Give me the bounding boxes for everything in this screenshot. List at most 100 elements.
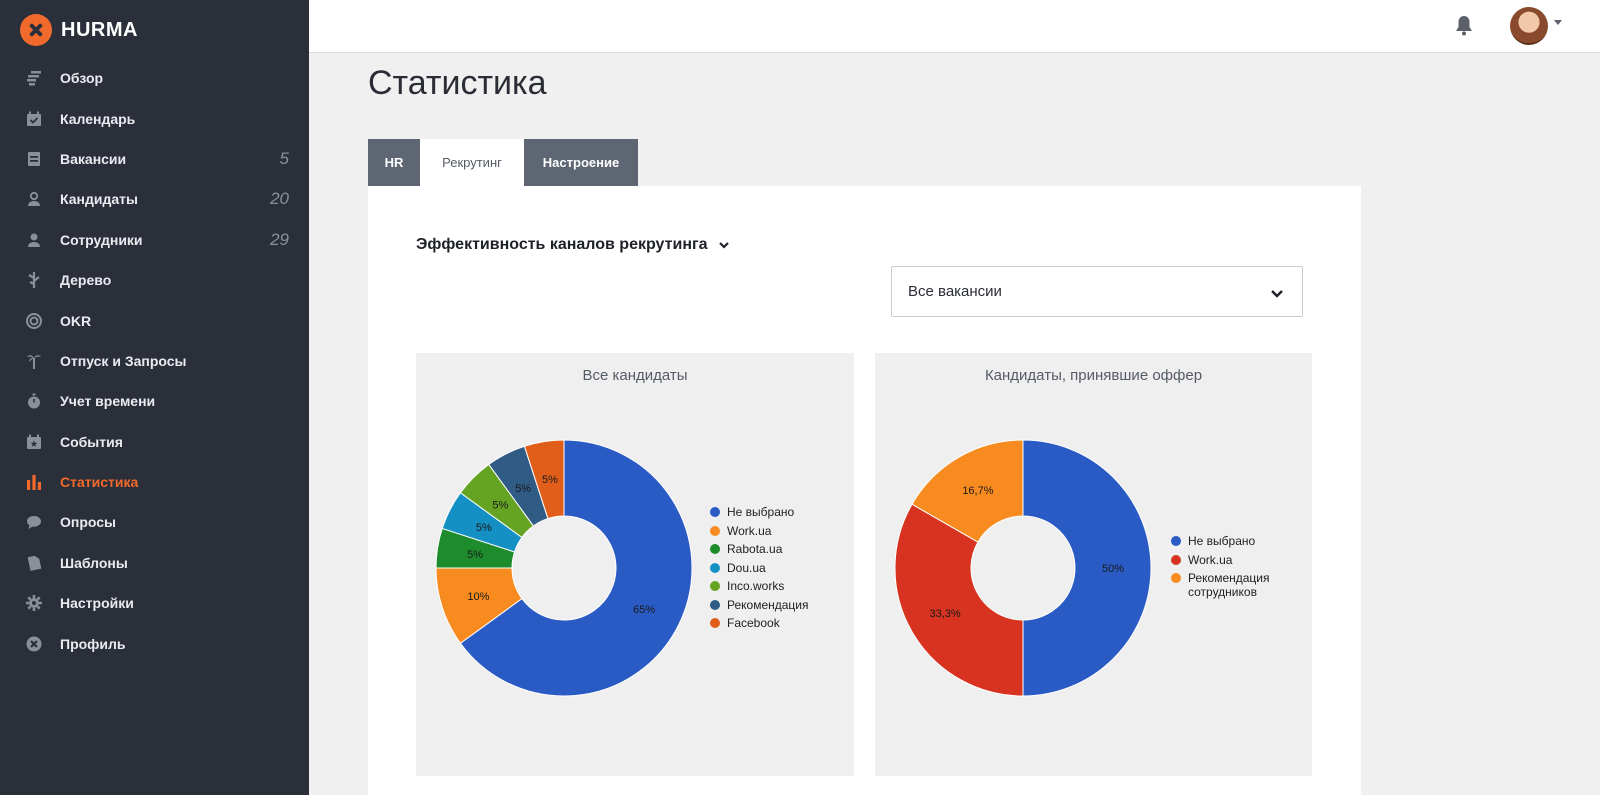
tree-icon [26,272,42,289]
hurma-logo-icon [20,14,52,46]
section-title: Эффективность каналов рекрутинга [416,236,708,253]
sidebar-item-label: События [60,433,123,450]
legend-swatch [710,544,720,554]
tab-recruiting[interactable]: Рекрутинг [420,139,524,186]
legend-label: Rabota.ua [727,542,783,556]
legend-label: Рекомендация [727,597,809,612]
tab-mood[interactable]: Настроение [524,139,638,186]
sidebar-item-vacancies[interactable]: Вакансии 5 [0,139,309,179]
calendar-icon [26,111,42,127]
avatar-dropdown-caret-icon[interactable] [1554,20,1562,25]
sidebar-item-template[interactable]: Шаблоны [0,543,309,583]
sidebar-item-overview[interactable]: Обзор [0,58,309,98]
sidebar-item-label: Шаблоны [60,554,128,571]
sidebar-item-bar-chart[interactable]: Статистика [0,462,309,502]
brand-logo[interactable]: HURMA [20,14,138,46]
legend-label: Не выбрано [727,505,795,519]
profile-icon [26,636,42,652]
donut-slice[interactable] [911,439,1024,543]
legend-item[interactable]: Inco.works [710,579,809,593]
slice-label: 33,3% [930,608,961,620]
legend-label: Work.ua [727,523,772,538]
bar-chart-icon [26,474,42,491]
event-calendar-icon [26,434,42,450]
tab-hr[interactable]: HR [368,139,420,186]
legend-item[interactable]: Facebook [710,616,809,630]
stopwatch-icon [26,393,42,409]
sidebar-item-label: Обзор [60,70,104,87]
legend-label: Inco.works [727,579,785,593]
legend-label: Work.ua [1188,552,1233,567]
sidebar-item-stopwatch[interactable]: Учет времени [0,381,309,421]
sidebar-item-candidates[interactable]: Кандидаты 20 [0,179,309,219]
section-title-dropdown[interactable]: Эффективность каналов рекрутинга [416,236,730,254]
sidebar-item-count: 29 [270,229,289,249]
chart-legend: Не выбрано Work.ua Rabota.ua Dou.ua Inco.wor… [710,505,809,635]
legend-swatch [1171,573,1181,583]
donut-slice[interactable] [523,439,565,520]
bell-icon[interactable] [1454,14,1474,36]
slice-label: 16,7% [962,485,993,497]
slice-label: 65% [633,604,655,616]
vacancies-icon [26,151,42,167]
sidebar-item-label: Учет времени [60,393,156,410]
sidebar-item-count: 5 [279,148,289,168]
legend-item[interactable]: Рекомендация сотрудников [1171,571,1291,599]
chart-title: Кандидаты, принявшие оффер [984,367,1203,384]
user-avatar[interactable] [1510,7,1548,45]
legend-item[interactable]: Рекомендация [710,598,809,612]
sidebar-item-label: Сотрудники [60,231,143,248]
legend-item[interactable]: Rabota.ua [710,542,809,556]
donut-slice[interactable] [894,503,1024,697]
sidebar-item-palm-tree[interactable]: Отпуск и Запросы [0,341,309,381]
legend-item[interactable]: Work.ua [710,524,809,538]
legend-item[interactable]: Dou.ua [710,561,809,575]
slice-label: 50% [1102,563,1124,575]
legend-item[interactable]: Work.ua [1171,553,1291,567]
legend-label: Dou.ua [727,560,766,575]
donut-slice[interactable] [459,439,693,697]
legend-swatch [710,507,720,517]
sidebar-item-label: Вакансии [60,150,127,167]
sidebar-item-tree[interactable]: Дерево [0,260,309,300]
sidebar-item-label: Отпуск и Запросы [60,352,187,369]
sidebar-item-employees[interactable]: Сотрудники 29 [0,220,309,260]
sidebar-item-target[interactable]: OKR [0,300,309,340]
donut-slice[interactable] [1022,439,1152,697]
gear-icon [26,595,42,612]
chart-legend: Не выбрано Work.ua Рекомендация сотруднико… [1171,534,1291,604]
legend-item[interactable]: Не выбрано [1171,534,1291,548]
legend-swatch [710,581,720,591]
sidebar-item-label: Профиль [60,635,126,652]
slice-label: 10% [467,591,489,603]
sidebar-item-label: OKR [60,312,92,329]
vacancy-filter-value: Все вакансии [908,283,1002,300]
sidebar-item-chat-bubble[interactable]: Опросы [0,502,309,542]
legend-swatch [710,525,720,536]
sidebar-item-calendar[interactable]: Календарь [0,98,309,138]
donut-chart-all-candidates: 65%10%5%5%5%5%5% [435,439,693,697]
sidebar-item-label: Календарь [60,110,136,127]
sidebar-item-profile[interactable]: Профиль [0,623,309,663]
slice-label: 5% [476,522,492,534]
legend-swatch [710,599,720,610]
sidebar-item-gear[interactable]: Настройки [0,583,309,623]
slice-label: 5% [492,499,508,511]
slice-label: 5% [467,549,483,561]
template-icon [26,555,42,571]
vacancy-filter-select[interactable]: Все вакансии [891,266,1303,317]
legend-item[interactable]: Не выбрано [710,505,809,519]
chart-accepted-offer: Кандидаты, принявшие оффер 50% 33,3% 16,7%… [875,353,1312,776]
employees-icon [26,232,42,248]
legend-swatch [1171,554,1181,565]
sidebar-item-event-calendar[interactable]: События [0,422,309,462]
chart-all-candidates: Все кандидаты 65% 10% 5% 5% 5% 5% 5% Не выбран… [416,353,854,776]
legend-swatch [710,562,720,573]
palm-tree-icon [26,353,42,369]
sidebar-item-label: Дерево [60,272,112,289]
legend-label: Не выбрано [1188,534,1256,548]
brand-name: HURMA [61,18,138,41]
chat-bubble-icon [26,514,42,530]
chevron-down-icon [1271,290,1283,298]
sidebar: HURMA Обзор Календарь Вакансии 5 Кандидаты 20… [0,0,309,795]
